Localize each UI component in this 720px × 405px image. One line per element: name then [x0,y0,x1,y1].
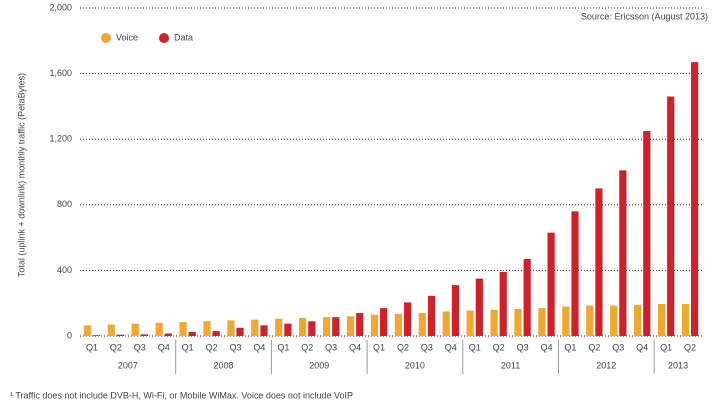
bar [188,331,196,336]
x-tick-label: Q3 [325,342,337,352]
bar [490,309,498,336]
bar [657,304,666,336]
bar [92,335,101,336]
y-tick-label: 2,000 [49,2,72,12]
legend-marker [101,33,111,43]
bar [275,318,283,336]
x-tick-label: Q3 [229,342,241,352]
y-tick-label: 1,600 [49,68,72,78]
x-tick-label: Q4 [636,342,648,352]
bar [284,323,292,336]
bar [370,314,379,336]
x-tick-label: Q4 [253,342,265,352]
x-tick-label: Q1 [277,342,289,352]
footnote: ¹ Traffic does not include DVB-H, Wi-Fi,… [10,390,353,400]
y-tick-label: 0 [67,330,72,340]
year-label: 2012 [596,360,616,370]
bar [427,295,436,336]
x-tick-label: Q1 [182,342,194,352]
bar [466,310,474,336]
year-label: 2010 [405,360,425,370]
bar [179,322,187,336]
x-tick-label: Q4 [445,342,457,352]
bar [681,304,690,336]
bar [140,334,148,336]
year-label: 2013 [668,360,688,370]
bar [203,321,211,336]
bar [643,131,651,336]
bar [691,62,699,337]
x-tick-label: Q2 [684,342,696,352]
x-tick-label: Q1 [660,342,672,352]
bar [164,333,172,336]
x-tick-label: Q4 [349,342,361,352]
bar [403,302,412,336]
x-tick-label: Q2 [397,342,409,352]
x-tick-label: Q3 [612,342,624,352]
x-tick-label: Q2 [206,342,218,352]
bar [83,325,91,336]
year-label: 2007 [118,360,138,370]
bar [610,305,618,336]
x-tick-label: Q1 [86,342,98,352]
bar [451,285,459,336]
x-tick-label: Q2 [588,342,600,352]
x-tick-label: Q2 [301,342,313,352]
bar [514,308,522,336]
bar [332,317,340,336]
bar [586,305,594,336]
x-tick-label: Q2 [493,342,505,352]
x-tick-label: Q3 [421,342,433,352]
legend-label: Data [174,32,193,42]
bar [595,188,603,336]
bar [346,316,355,336]
bar [475,278,483,336]
y-axis-label: Total (uplink + downlink) monthly traffi… [16,73,26,277]
bar [619,170,627,336]
year-label: 2011 [501,360,520,370]
bar [634,304,642,336]
bar [251,319,259,336]
bar [212,331,220,336]
bar [380,308,388,336]
bar [227,320,235,336]
bar [356,313,364,336]
y-tick-label: 400 [57,265,72,275]
bar [538,308,546,336]
bar [155,322,163,336]
bar [394,313,402,336]
x-tick-label: Q1 [373,342,385,352]
legend-label: Voice [116,32,138,42]
x-tick-label: Q1 [469,342,481,352]
bar [523,258,531,336]
x-tick-label: Q3 [134,342,146,352]
x-tick-label: Q4 [540,342,552,352]
bar [299,317,307,336]
bar [260,325,268,336]
bar [308,321,316,336]
legend-marker [159,33,169,43]
y-tick-label: 1,200 [49,134,72,144]
bar [499,272,507,336]
bar [442,311,450,336]
x-tick-label: Q1 [564,342,576,352]
year-label: 2008 [214,360,234,370]
bar [547,232,555,336]
bar [107,324,115,336]
source: Source: Ericsson (August 2013) [581,11,708,21]
bar [667,96,675,336]
x-tick-label: Q4 [158,342,170,352]
y-tick-label: 800 [57,199,72,209]
bar [131,323,139,336]
x-tick-label: Q3 [517,342,529,352]
bar [571,211,579,336]
bar [418,313,426,336]
year-label: 2009 [309,360,329,370]
bar [236,327,244,336]
bar [562,306,570,336]
bar [116,334,125,336]
x-tick-label: Q2 [110,342,122,352]
bar [323,317,331,336]
